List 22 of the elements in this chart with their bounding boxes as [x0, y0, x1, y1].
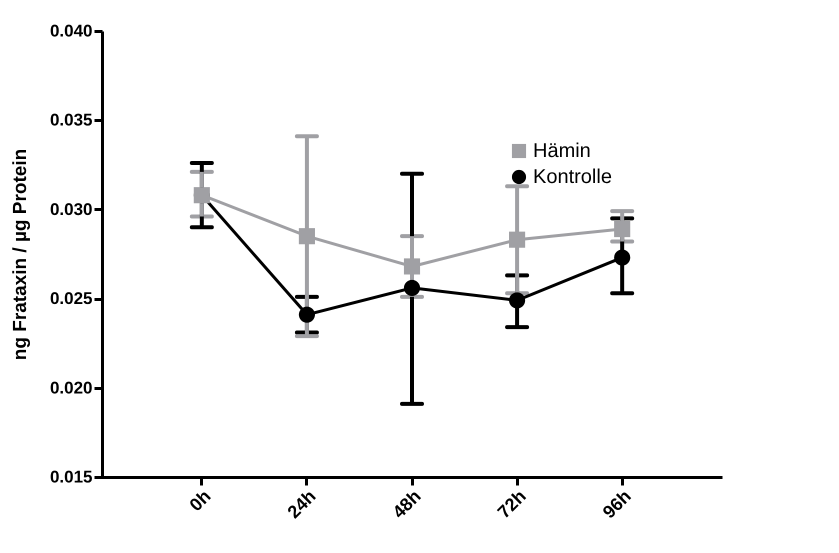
legend-label: Kontrolle — [533, 166, 612, 188]
x-tick-label: 72h — [494, 486, 530, 522]
x-tick-label: 24h — [284, 486, 320, 522]
y-tick-label: 0.040 — [50, 22, 92, 40]
x-tick-label: 96h — [598, 486, 635, 522]
point — [509, 292, 526, 308]
x-tick-label: 48h — [388, 486, 425, 522]
y-tick-label: 0.025 — [50, 289, 92, 308]
y-tick-label: 0.015 — [50, 468, 92, 486]
point — [298, 228, 315, 244]
point — [614, 220, 630, 238]
legend-label: Hämin — [533, 140, 591, 162]
point — [614, 250, 630, 266]
y-axis-title: ng Frataxin / µg Protein — [10, 148, 31, 360]
x-tick-label: 0h — [186, 486, 215, 516]
y-tick-label: 0.020 — [50, 378, 92, 398]
point — [404, 258, 420, 275]
y-tick-label: 0.030 — [50, 200, 92, 219]
y-tick-label: 0.035 — [50, 110, 92, 130]
point — [298, 306, 315, 323]
point — [509, 232, 526, 248]
point — [404, 280, 420, 296]
